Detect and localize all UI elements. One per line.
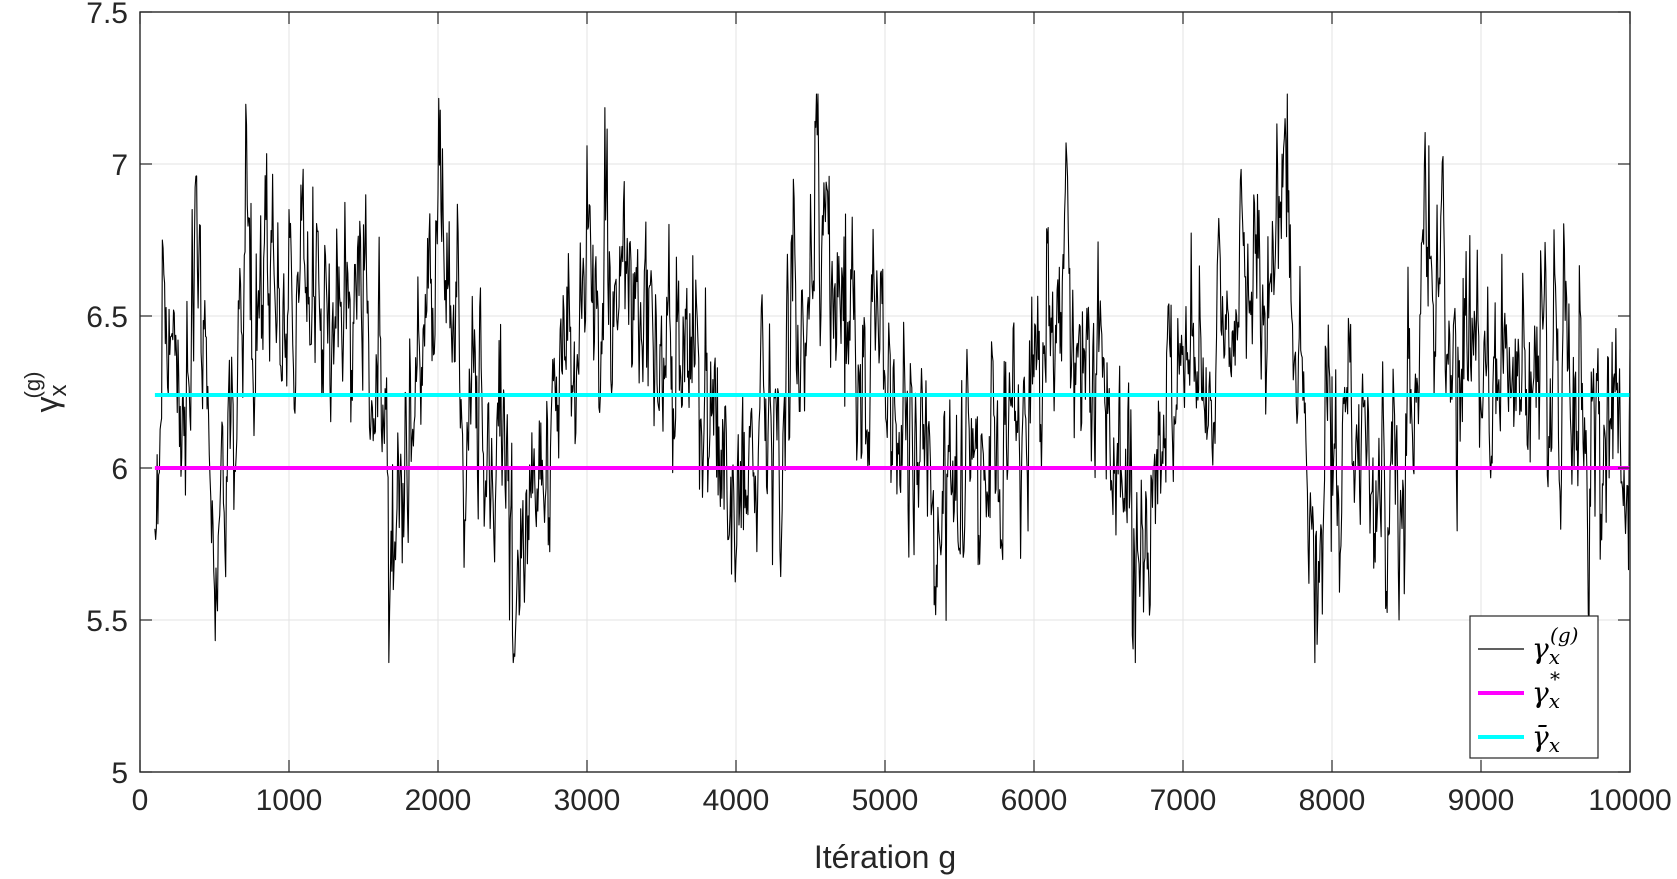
legend-subscript: x xyxy=(1549,733,1560,757)
y-tick-label: 6.5 xyxy=(86,301,128,334)
legend-entry-label: γx(g) xyxy=(1532,623,1578,669)
x-tick-label: 0 xyxy=(132,784,149,817)
x-tick-label: 10000 xyxy=(1588,784,1671,817)
y-axis-label-symbol: γ xyxy=(29,396,65,412)
x-tick-label: 6000 xyxy=(1001,784,1068,817)
legend-symbol: γ xyxy=(1532,676,1549,709)
legend-subscript: x xyxy=(1549,645,1560,669)
y-axis-label-superscript: (g) xyxy=(20,372,45,399)
svg-text:γx(g): γx(g) xyxy=(20,372,72,413)
legend-box xyxy=(1469,615,1599,759)
x-tick-label: 4000 xyxy=(703,784,770,817)
legend-entry-label: γx* xyxy=(1532,667,1560,713)
x-axis-label: Itération g xyxy=(814,839,956,875)
axes-box xyxy=(139,11,1631,773)
legend: γx(g)γx*γ̄x xyxy=(1469,615,1599,759)
legend-symbol: γ̄ xyxy=(1532,720,1549,753)
y-tick-label: 6 xyxy=(111,453,128,486)
axes xyxy=(139,11,1631,773)
x-tick-label: 7000 xyxy=(1150,784,1217,817)
legend-superscript: (g) xyxy=(1550,623,1578,647)
x-tick-label: 8000 xyxy=(1299,784,1366,817)
x-tick-label: 5000 xyxy=(852,784,919,817)
x-tick-label: 1000 xyxy=(256,784,323,817)
y-tick-label: 5 xyxy=(111,757,128,790)
x-tick-label: 3000 xyxy=(554,784,621,817)
series-layer xyxy=(154,93,1631,664)
legend-superscript: * xyxy=(1550,667,1560,691)
y-axis-label: γx(g) xyxy=(20,372,72,413)
legend-subscript: x xyxy=(1549,689,1560,713)
y-tick-label: 5.5 xyxy=(86,605,128,638)
legend-entry-label: γ̄x xyxy=(1532,720,1560,757)
legend-symbol: γ xyxy=(1532,632,1549,665)
series-trace-line xyxy=(154,93,1631,664)
y-tick-label: 7.5 xyxy=(86,0,128,30)
x-tick-label: 9000 xyxy=(1448,784,1515,817)
x-tick-label: 2000 xyxy=(405,784,472,817)
y-tick-label: 7 xyxy=(111,149,128,182)
tick-labels: 0 1000 2000 3000 4000 5000 6000 7000 8000 9000 100… xyxy=(86,0,1671,817)
y-axis-label-subscript: x xyxy=(45,384,72,396)
